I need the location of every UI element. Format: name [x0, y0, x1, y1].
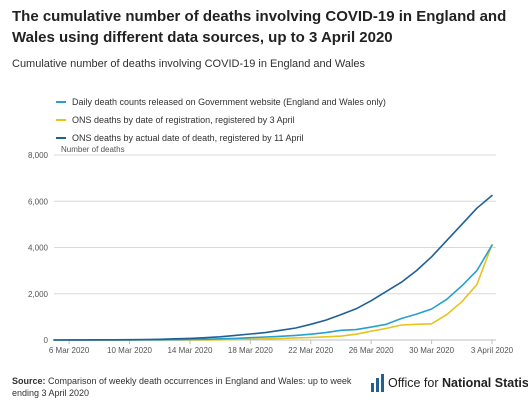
legend-label-series-1: Daily death counts released on Governmen…	[72, 97, 386, 107]
legend-swatch-series-1	[56, 101, 66, 103]
series-line-1	[53, 244, 493, 341]
legend-swatch-series-2	[56, 119, 66, 121]
x-tick-label: 10 Mar 2020	[107, 346, 152, 355]
x-tick-label: 6 Mar 2020	[49, 346, 90, 355]
logo-text-bold: National Statistics	[441, 376, 528, 390]
y-tick-label: 2,000	[28, 290, 49, 299]
x-tick-label: 3 April 2020	[471, 346, 514, 355]
source-label: Source:	[12, 376, 46, 386]
x-tick-label: 18 Mar 2020	[228, 346, 273, 355]
series-line-3	[53, 194, 493, 341]
legend-label-series-3: ONS deaths by actual date of death, regi…	[72, 133, 304, 143]
chart-subtitle: Cumulative number of deaths involving CO…	[12, 58, 365, 70]
chart-title: The cumulative number of deaths involvin…	[12, 8, 507, 46]
logo-text-light: Office for	[388, 376, 442, 390]
legend-label-series-2: ONS deaths by date of registration, regi…	[72, 115, 295, 125]
legend-item-series-1: Daily death counts released on Governmen…	[56, 93, 386, 111]
x-tick-label: 22 Mar 2020	[288, 346, 333, 355]
ons-logo: Office for National Statistics	[371, 374, 528, 392]
y-tick-label: 0	[44, 336, 49, 345]
y-tick-label: 4,000	[28, 244, 49, 253]
ons-logo-icon	[371, 374, 384, 392]
y-axis-label: Number of deaths	[61, 145, 125, 154]
x-tick-label: 30 Mar 2020	[409, 346, 454, 355]
legend-item-series-3: ONS deaths by actual date of death, regi…	[56, 129, 386, 147]
y-tick-label: 8,000	[28, 151, 49, 160]
source-note: Source: Comparison of weekly death occur…	[12, 375, 352, 399]
x-tick-label: 26 Mar 2020	[349, 346, 394, 355]
legend-swatch-series-3	[56, 137, 66, 139]
series-line-2	[53, 243, 493, 341]
y-tick-label: 6,000	[28, 197, 49, 206]
source-text: Comparison of weekly death occurrences i…	[12, 376, 352, 398]
line-chart: 0 2,000 4,000 6,000 8,000 Number of deaths 6 M…	[28, 145, 514, 355]
x-tick-label: 14 Mar 2020	[167, 346, 212, 355]
legend-item-series-2: ONS deaths by date of registration, regi…	[56, 111, 386, 129]
legend: Daily death counts released on Governmen…	[56, 93, 386, 147]
